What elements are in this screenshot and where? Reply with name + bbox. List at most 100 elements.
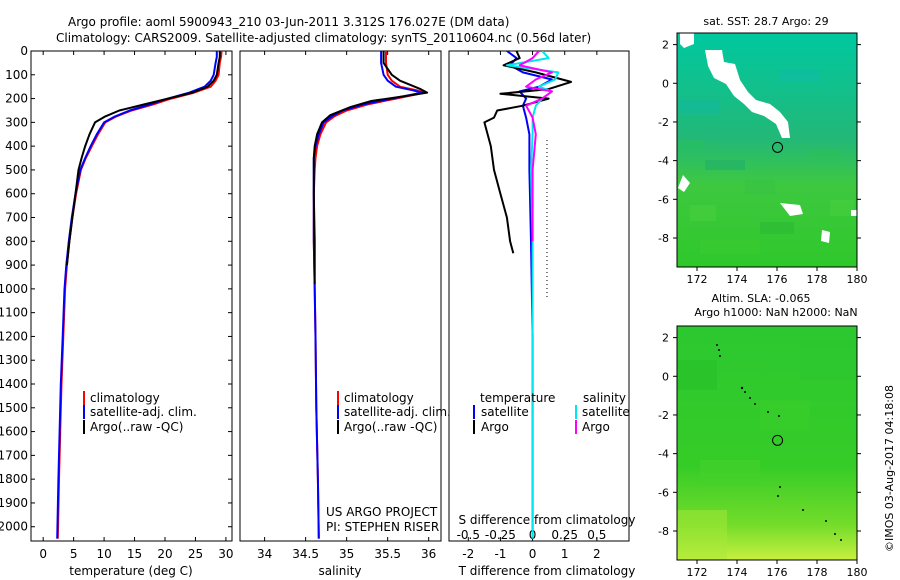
- depth-tick-label: 0: [20, 44, 28, 58]
- difference-x2label: S difference from climatology: [459, 513, 636, 527]
- legend-label-t-argo: Argo: [481, 420, 509, 434]
- series-line-argo-raw-qc-: [65, 51, 221, 266]
- series-line-t-argo: [483, 51, 573, 254]
- map-y-tick-label: 2: [662, 332, 669, 345]
- map-y-tick-label: -8: [658, 525, 669, 538]
- x-tick-label: 25: [188, 547, 203, 561]
- depth-tick-label: 900: [5, 258, 28, 272]
- depth-tick-label: 1100: [0, 306, 28, 320]
- sla-map-x-ticks: 172 174 176 178 180: [687, 560, 868, 579]
- difference-lines: [483, 51, 573, 539]
- series-line-s-argo: [518, 51, 553, 242]
- x-tick-label: 0: [529, 547, 537, 561]
- sla-map-panel: Altim. SLA: -0.065 Argo h1000: NaN h2000…: [658, 292, 867, 579]
- depth-tick-label: 200: [5, 92, 28, 106]
- x-tick-label: 34.5: [292, 547, 319, 561]
- salinity-legend: climatology satellite-adj. clim. Argo(..…: [337, 391, 451, 434]
- map-x-tick-label: 178: [807, 566, 828, 579]
- series-line-satellite-adj-clim-: [56, 51, 218, 539]
- salinity-panel: 34 34.5 35 35.5 36 salinity climatology sate…: [239, 50, 451, 578]
- figure-title-line1: Argo profile: aoml 5900943_210 03-Jun-20…: [68, 15, 509, 29]
- depth-tick-label: 800: [5, 234, 28, 248]
- map-x-tick-label: 174: [727, 273, 748, 286]
- x2-tick-label: 0.5: [587, 528, 606, 542]
- imos-credit: ©IMOS 03-Aug-2017 04:18:08: [883, 385, 896, 552]
- x-tick-label: 15: [127, 547, 142, 561]
- depth-tick-label: 300: [5, 115, 28, 129]
- depth-tick-label: 1600: [0, 425, 28, 439]
- map-y-tick-label: -8: [658, 232, 669, 245]
- x-tick-label: 10: [96, 547, 111, 561]
- depth-tick-label: 1300: [0, 353, 28, 367]
- depth-tick-label: 1400: [0, 377, 28, 391]
- x-tick-label: 34: [257, 547, 272, 561]
- sla-map-title: Altim. SLA: -0.065: [711, 292, 810, 305]
- legend-label-satellite: satellite-adj. clim.: [344, 405, 451, 419]
- figure-title-line2: Climatology: CARS2009. Satellite-adjuste…: [56, 31, 591, 45]
- project-credit-line2: PI: STEPHEN RISER: [326, 520, 439, 534]
- depth-tick-label: 400: [5, 139, 28, 153]
- map-x-tick-label: 180: [847, 566, 868, 579]
- land-mask-white-2: [680, 33, 694, 48]
- sst-map-frame: [676, 32, 858, 268]
- sla-map-frame: [676, 325, 858, 561]
- salinity-axes: [239, 50, 442, 542]
- x-tick-label: 30: [218, 547, 233, 561]
- legend-header-salinity: salinity: [583, 391, 626, 405]
- x-tick-label: 35: [339, 547, 354, 561]
- land-mask-white-5: [821, 230, 830, 243]
- x-tick-label: 1: [561, 547, 569, 561]
- map-y-tick-label: -2: [658, 409, 669, 422]
- legend-header-temperature: temperature: [480, 391, 555, 405]
- x-tick-label: -1: [494, 547, 506, 561]
- x-tick-label: 35.5: [374, 547, 401, 561]
- map-y-tick-label: 0: [662, 77, 669, 90]
- map-x-tick-label: 172: [687, 566, 708, 579]
- map-y-tick-label: -6: [658, 193, 669, 206]
- land-mask-white-6: [851, 210, 857, 216]
- map-x-tick-label: 174: [727, 566, 748, 579]
- sst-map-x-ticks: 172 174 176 178 180: [687, 267, 868, 286]
- temperature-axes: [30, 50, 233, 542]
- legend-label-s-satellite: satellite: [582, 405, 630, 419]
- depth-tick-label: 500: [5, 163, 28, 177]
- depth-tick-label: 100: [5, 68, 28, 82]
- map-x-tick-label: 178: [807, 273, 828, 286]
- depth-tick-label: 1500: [0, 401, 28, 415]
- x2-tick-label: 0.25: [551, 528, 578, 542]
- temperature-panel: 0100200300400500600700800900100011001200…: [0, 44, 629, 578]
- x-tick-label: -2: [462, 547, 474, 561]
- temperature-x-ticks: 0 5 10 15 20 25 30: [39, 51, 234, 561]
- sst-map-panel: sat. SST: 28.7 Argo: 29 172 174 176 178 180 …: [658, 15, 867, 286]
- map-x-tick-label: 172: [687, 273, 708, 286]
- x-tick-label: 20: [157, 547, 172, 561]
- series-line-satellite-adj-clim-: [312, 51, 424, 539]
- depth-tick-label: 1800: [0, 472, 28, 486]
- temperature-lines: [56, 51, 223, 539]
- map-x-tick-label: 176: [767, 273, 788, 286]
- map-y-tick-label: -6: [658, 486, 669, 499]
- depth-tick-label: 1000: [0, 282, 28, 296]
- sst-map-texture: [677, 70, 854, 254]
- project-credit-line1: US ARGO PROJECT: [326, 505, 438, 519]
- x2-tick-label: -0.5: [457, 528, 480, 542]
- salinity-x-ticks: 34 34.5 35 35.5 36: [257, 51, 436, 561]
- x-tick-label: 0: [39, 547, 47, 561]
- x-tick-label: 36: [421, 547, 436, 561]
- difference-x-ticks: -2 -1 0 1 2: [462, 51, 601, 561]
- map-y-tick-label: 2: [662, 39, 669, 52]
- temperature-xlabel: temperature (deg C): [69, 564, 192, 578]
- sst-map-y-ticks: 2 0 -2 -4 -6 -8: [658, 39, 861, 245]
- sst-map-title: sat. SST: 28.7 Argo: 29: [703, 15, 828, 28]
- legend-label-argo: Argo(..raw -QC): [344, 420, 437, 434]
- difference-xlabel: T difference from climatology: [458, 564, 636, 578]
- x-tick-label: 2: [593, 547, 601, 561]
- sla-map-subtitle: Argo h1000: NaN h2000: NaN: [694, 306, 857, 319]
- map-y-tick-label: 0: [662, 370, 669, 383]
- depth-tick-label: 600: [5, 187, 28, 201]
- salinity-xlabel: salinity: [318, 564, 361, 578]
- x2-tick-label: -0.25: [485, 528, 516, 542]
- argo-float-marker: [772, 434, 784, 446]
- depth-tick-label: 1900: [0, 496, 28, 510]
